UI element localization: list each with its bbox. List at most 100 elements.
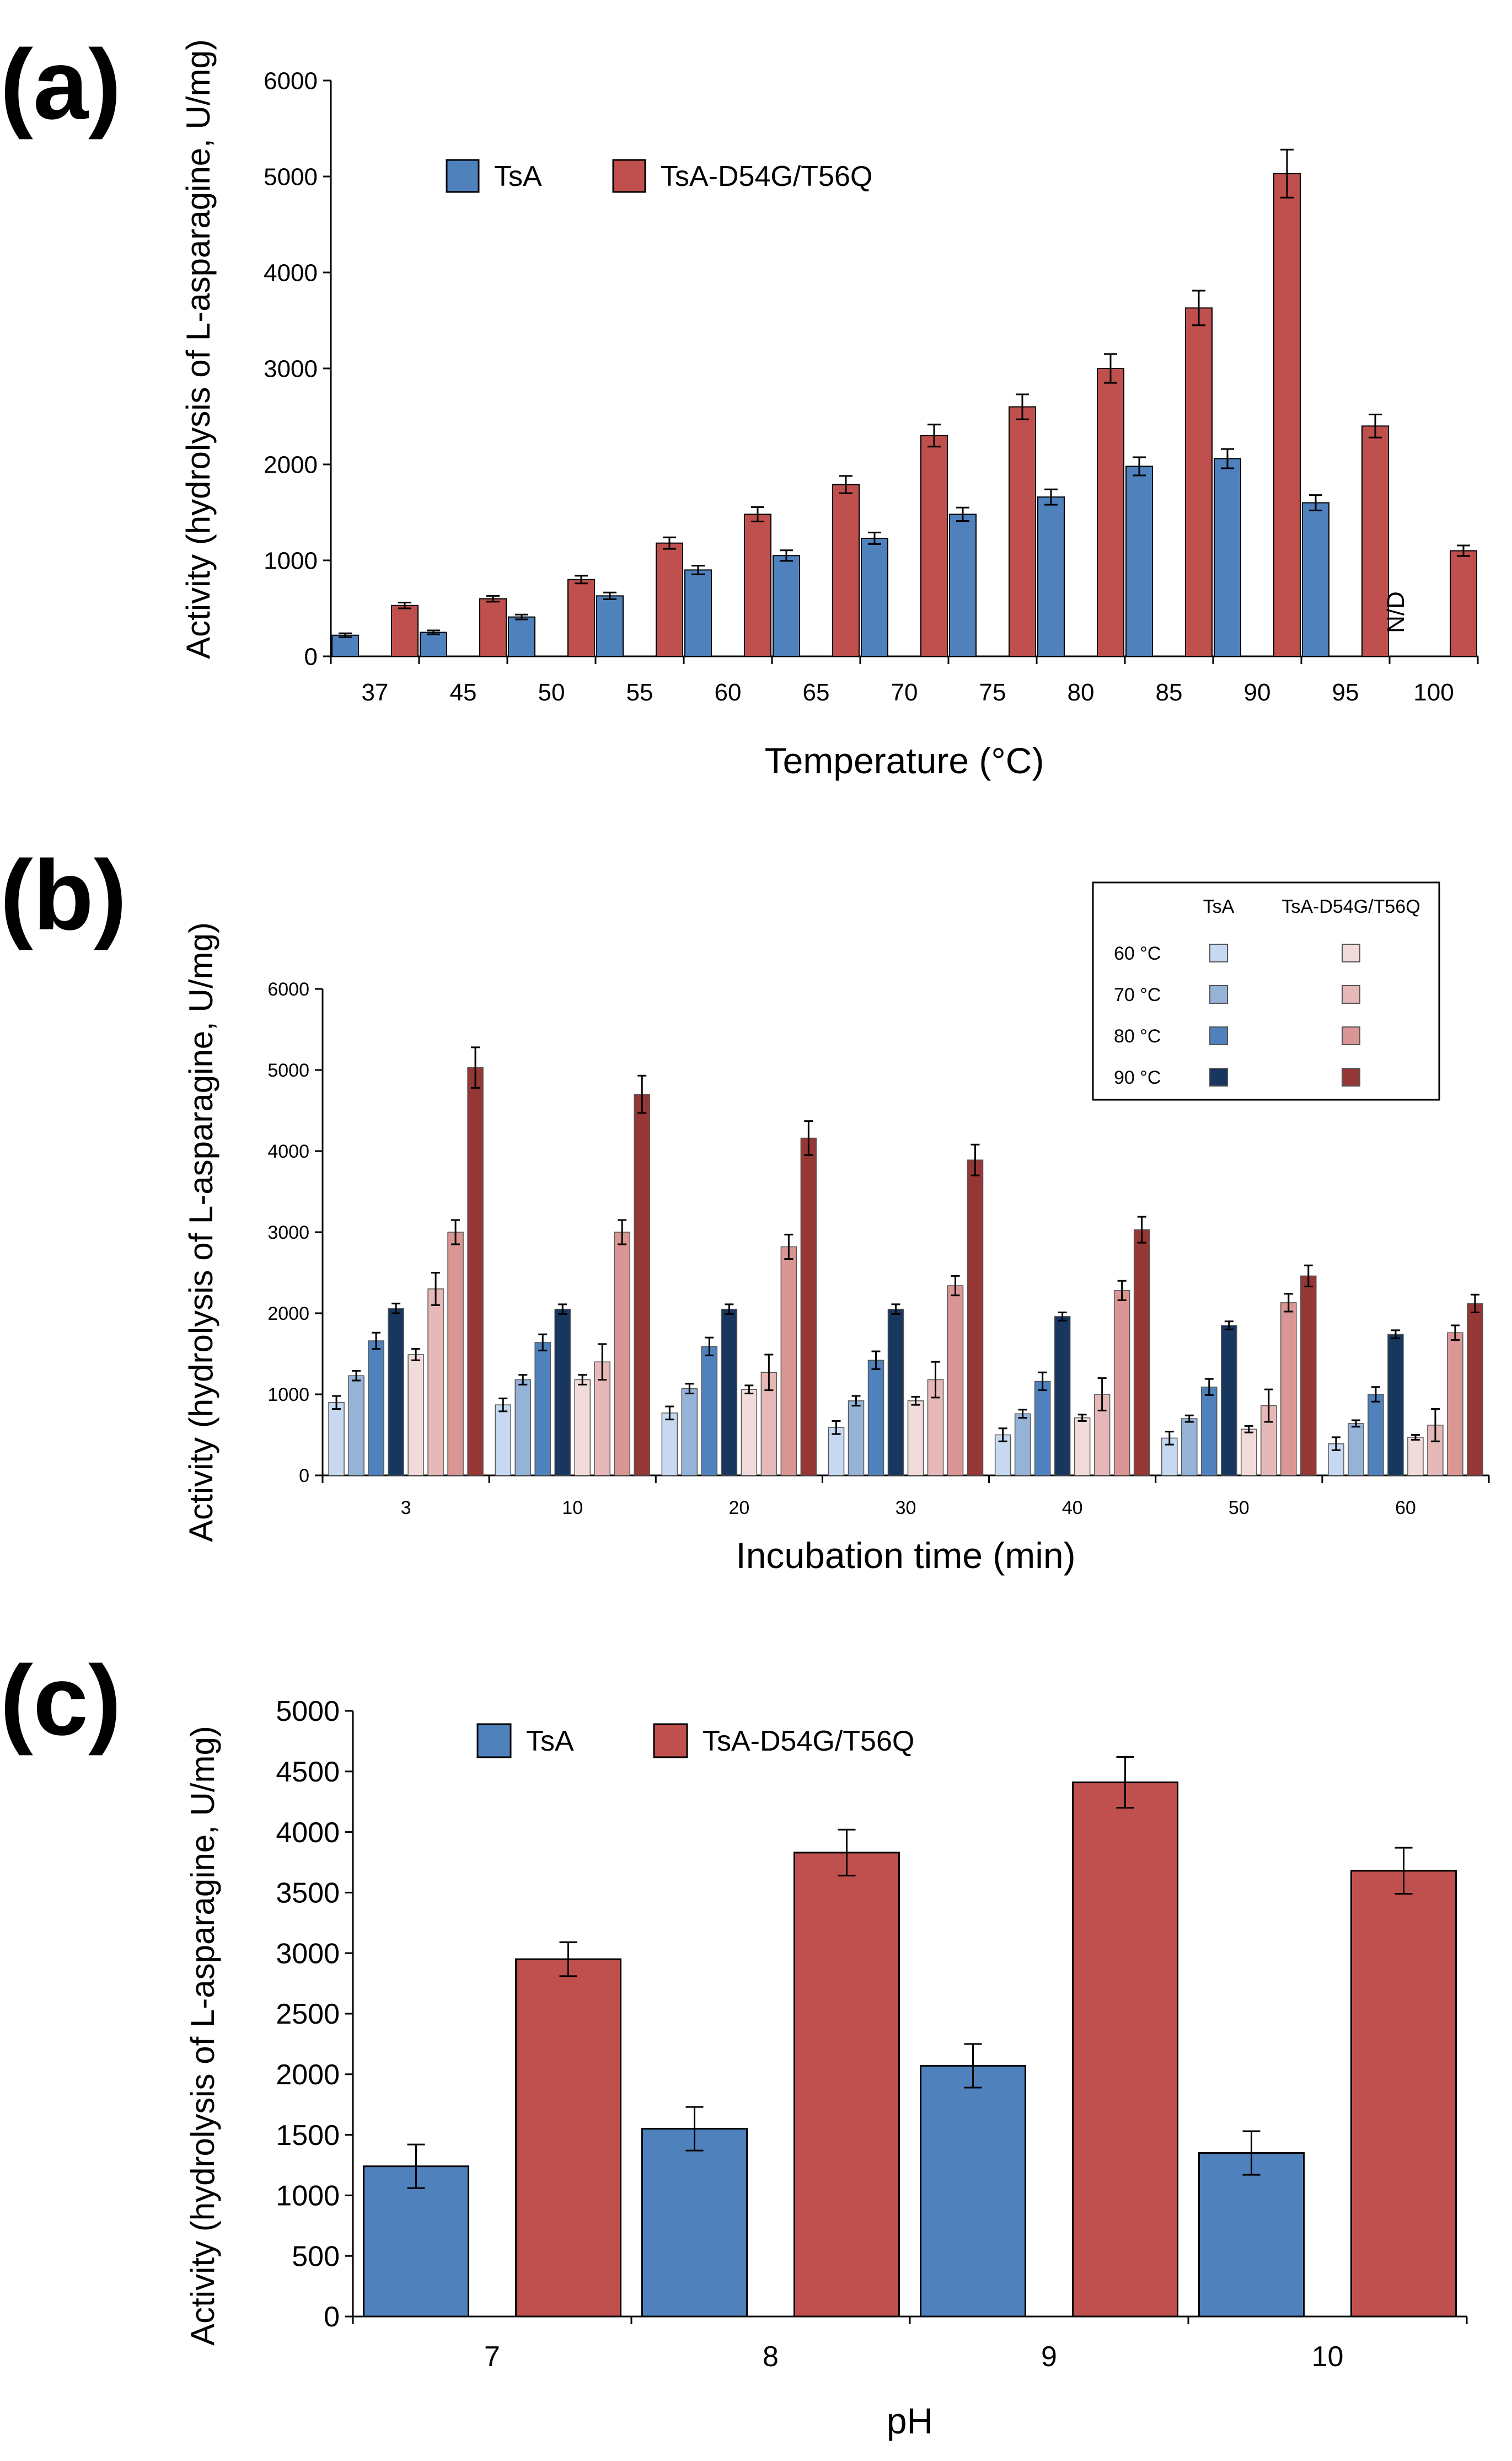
y-tick-label: 2000 [276,2059,340,2091]
y-tick-label: 1000 [264,547,318,574]
bar-mutant [1273,173,1301,657]
x-tick-label: 80 [1068,679,1095,706]
bar-series-2 [1368,1394,1384,1476]
y-tick-label: 1000 [276,2180,340,2212]
x-tick-label: 37 [362,679,389,706]
x-axis-title: Incubation time (min) [736,1535,1075,1576]
bar-series-7 [634,1094,650,1476]
chart-c-svg: (c) 0 500 1000 1500 2000 2500 3000 3500 4000 4500 5… [0,1645,1468,2441]
y-axis-title: Activity (hydrolysis of L-asparagine, U/… [183,922,219,1542]
y-tick-label: 2500 [276,1998,340,2030]
y-tick-label: 3000 [276,1938,340,1970]
y-tick-label: 4000 [264,259,318,286]
legend-swatch-tsa [1209,985,1228,1004]
legend-header-mutant: TsA-D54G/T56Q [1282,896,1420,917]
bar-series-6 [1280,1302,1297,1476]
legend-label-mutant: TsA-D54G/T56Q [703,1725,914,1757]
bar-series-7 [1300,1275,1317,1476]
legend-label-tsa: TsA [494,160,542,192]
nd-annotation: N/D [1382,591,1409,633]
bar-mutant [1097,368,1124,657]
bar-series-6 [1447,1332,1463,1476]
bar-tsa [420,632,447,657]
bar-mutant [1185,307,1213,657]
y-tick-label: 6000 [264,67,318,94]
y-tick-label: 5000 [276,1695,340,1727]
legend-swatch-tsa [446,159,480,193]
legend-swatch-mutant [1342,1026,1360,1045]
legend-box [1092,881,1440,1101]
bar-series-1 [1348,1423,1364,1476]
legend-swatch-tsa [1209,944,1228,962]
legend-swatch-tsa [476,1723,512,1758]
x-tick-label: 50 [538,679,565,706]
bar-mutant [920,435,948,657]
bar-series-6 [780,1246,797,1476]
x-tick-label: 60 [715,679,742,706]
bar-tsa [1037,496,1065,657]
bar-tsa [508,616,535,657]
x-tick-label: 85 [1156,679,1183,706]
y-tick-label: 2000 [267,1303,309,1324]
bar-tsa [363,2165,469,2318]
y-tick-label: 6000 [267,979,309,1000]
y-axis-title: Activity (hydrolysis of L-asparagine, U/… [180,39,217,659]
bar-tsa [1125,466,1153,657]
bar-tsa [920,2064,1026,2318]
x-tick-label: 8 [763,2341,779,2373]
bar-series-4 [574,1379,591,1476]
y-tick-label: 1500 [276,2120,340,2152]
y-tick-label: 0 [324,2301,340,2333]
bar-mutant [1361,425,1389,657]
panel-b-incubation-chart: (b) 0 1000 2000 3000 4000 5000 6000 3 10 20 30 40 50 6… [0,794,1512,1605]
bar-series-1 [681,1388,698,1476]
x-tick-label: 55 [626,679,653,706]
x-tick-label: 10 [1312,2341,1344,2373]
bar-series-4 [1074,1417,1091,1476]
bar-series-6 [447,1232,464,1476]
x-tick-label: 30 [896,1497,916,1518]
bar-tsa [684,569,712,657]
bar-series-3 [1221,1325,1237,1476]
bar-series-5 [427,1288,444,1476]
x-axis-title: pH [887,2400,933,2441]
legend-row-label: 80 °C [1114,1026,1161,1047]
x-tick-label: 60 [1395,1497,1416,1518]
legend-swatch-mutant [653,1723,688,1758]
bar-series-6 [947,1285,964,1476]
legend-header-tsa: TsA [1203,896,1235,917]
bar-series-3 [388,1308,404,1476]
x-tick-label: 45 [450,679,477,706]
bar-series-0 [828,1427,845,1476]
bar-mutant [1350,1870,1457,2318]
bar-tsa [641,2128,748,2318]
y-tick-label: 5000 [267,1060,309,1081]
bar-series-6 [1113,1290,1130,1476]
bar-series-7 [467,1067,484,1476]
x-tick-label: 65 [803,679,830,706]
bar-series-7 [800,1137,817,1476]
bar-series-2 [534,1342,551,1476]
bar-series-3 [721,1308,738,1476]
legend-swatch-tsa [1209,1026,1228,1045]
bar-tsa [773,555,800,657]
chart-b-svg: (b) 0 1000 2000 3000 4000 5000 6000 3 10 20 30 40 50 6… [0,840,1490,1576]
x-tick-label: 9 [1041,2341,1057,2373]
bar-series-1 [514,1379,531,1476]
bar-series-4 [1241,1429,1257,1476]
x-tick-label: 70 [891,679,918,706]
bar-series-3 [1054,1316,1071,1476]
bar-series-1 [348,1375,364,1476]
bar-mutant [1009,406,1036,657]
y-tick-label: 3000 [267,1222,309,1243]
bar-mutant [391,604,419,657]
y-tick-label: 4500 [276,1756,340,1788]
y-tick-label: 4000 [276,1817,340,1849]
bar-mutant [832,484,860,657]
bar-series-3 [1387,1334,1404,1476]
legend-swatch-mutant [1342,1068,1360,1087]
x-axis-title: Temperature (°C) [765,740,1044,781]
legend-swatch-mutant [1342,944,1360,962]
panel-label: (b) [0,840,127,951]
x-tick-label: 20 [728,1497,749,1518]
